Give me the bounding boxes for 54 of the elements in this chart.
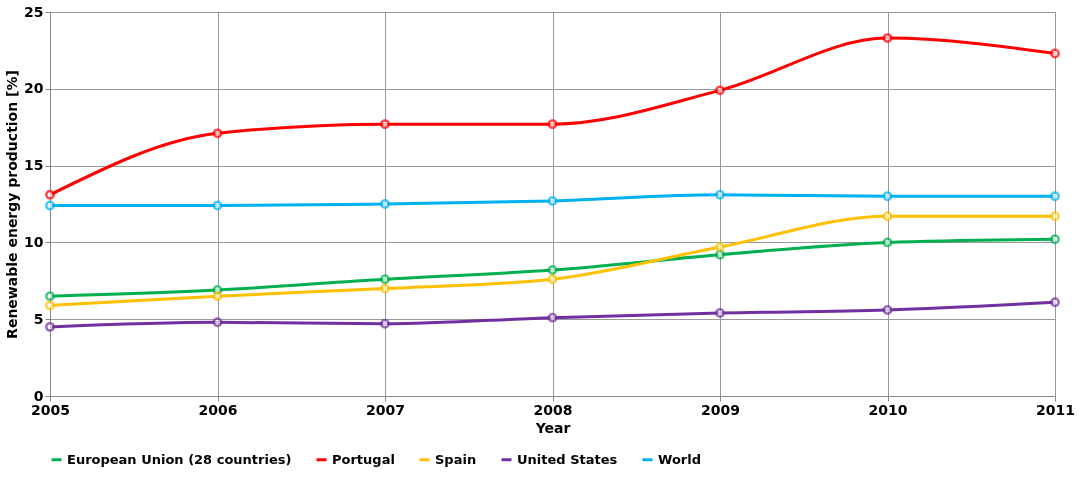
x-tick-label: 2006 [198,401,238,418]
point [45,189,55,200]
point [547,119,558,130]
x-tick-label: 2009 [701,401,740,418]
x-tick-label: 2010 [868,401,908,418]
point [715,242,725,252]
point [882,33,893,44]
point [380,199,390,209]
y-tick-label: 0 [33,387,44,404]
legend-label: Portugal [332,451,395,467]
point [1050,48,1060,59]
point [715,85,725,96]
x-axis-title: Year [534,419,571,436]
point [380,283,390,294]
point [212,317,223,328]
point [45,300,55,311]
point [882,237,893,248]
x-tick-label: 2008 [533,401,573,418]
point [547,195,558,206]
point [882,305,893,315]
y-tick-label: 15 [24,157,44,174]
point [45,200,55,211]
y-tick-label: 5 [33,310,44,327]
x-tick-label: 2007 [366,401,405,418]
point [547,265,558,275]
legend-label: Spain [435,451,477,467]
y-axis-title: Renewable energy production [%] [4,70,21,339]
y-tick-label: 10 [24,233,44,250]
x-tick-label: 2011 [1036,401,1075,418]
point [1050,297,1060,308]
point [1050,234,1060,245]
point [1050,191,1060,202]
point [45,321,55,332]
point [212,128,223,139]
legend-label: European Union (28 countries) [67,451,292,467]
point [45,291,55,302]
point [380,318,390,329]
y-tick-label: 20 [24,80,44,97]
legend-label: World [658,451,701,467]
point [380,274,390,285]
point [547,312,558,323]
y-tick-label: 25 [24,3,44,20]
point [882,191,893,202]
point [380,119,390,130]
point [715,249,725,260]
legend-label: United States [517,451,618,467]
point [715,308,725,319]
point [547,274,558,285]
point [1050,211,1060,222]
x-tick-label: 2005 [31,401,70,418]
point [882,211,893,222]
point [212,200,223,211]
point [212,291,223,302]
point [715,189,725,200]
